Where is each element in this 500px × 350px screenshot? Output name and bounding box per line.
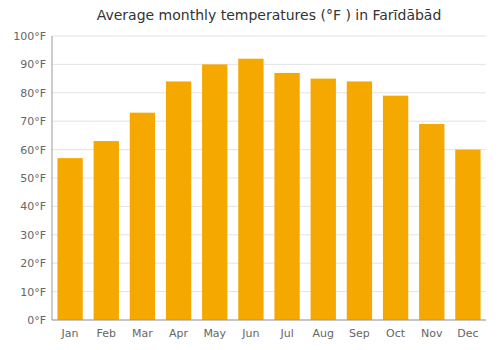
y-tick-label: 0°F (27, 314, 46, 327)
bar (94, 141, 119, 320)
grid-line (52, 64, 486, 65)
x-tick-label: Mar (132, 327, 153, 340)
x-tick-label: Jul (279, 327, 293, 340)
y-tick-label: 30°F (20, 229, 46, 242)
bar (166, 81, 191, 320)
x-tick-label: Oct (386, 327, 406, 340)
bar (130, 113, 155, 320)
x-axis: Jan Feb Mar Apr May Jun Jul Aug Sep Oct Nov Dec (52, 320, 486, 340)
y-tick-label: 40°F (20, 200, 46, 213)
chart-title: Average monthly temperatures (°F ) in Fa… (97, 7, 442, 23)
x-tick-label: Jun (241, 327, 259, 340)
grid-line (52, 92, 486, 93)
x-tick-label: Sep (349, 327, 370, 340)
bar (202, 64, 227, 320)
x-tick-label: Aug (313, 327, 334, 340)
bar (419, 124, 444, 320)
grid (52, 36, 486, 320)
x-axis-line (52, 320, 486, 321)
grid-line (52, 320, 486, 321)
y-tick-label: 60°F (20, 144, 46, 157)
x-tick-label: Nov (421, 327, 443, 340)
y-tick-label: 90°F (20, 58, 46, 71)
bar (383, 96, 408, 320)
y-tick-label: 70°F (20, 115, 46, 128)
x-tick-label: Feb (97, 327, 116, 340)
grid-line (52, 121, 486, 122)
x-tick-label: Dec (457, 327, 478, 340)
page: {"chart_data": {"type": "bar", "title": … (0, 0, 500, 350)
bar (274, 73, 299, 320)
y-tick-label: 50°F (20, 172, 46, 185)
y-axis-line (52, 36, 53, 320)
x-tick-label: Jan (61, 327, 79, 340)
y-tick-label: 100°F (13, 30, 46, 43)
bars (57, 59, 480, 320)
y-tick-label: 20°F (20, 257, 46, 270)
bar (347, 81, 372, 320)
y-tick-label: 80°F (20, 87, 46, 100)
y-tick-label: 10°F (20, 286, 46, 299)
bar (57, 158, 82, 320)
bar (238, 59, 263, 320)
chart-svg: Average monthly temperatures (°F ) in Fa… (0, 0, 500, 350)
bar (455, 150, 480, 320)
x-tick-label: May (203, 327, 226, 340)
y-axis: 0°F 10°F 20°F 30°F 40°F 50°F 60°F 70°F 80°F 90°F 1… (13, 30, 52, 327)
x-tick-label: Apr (169, 327, 189, 340)
chart-container: Average monthly temperatures (°F ) in Fa… (0, 0, 500, 350)
grid-line (52, 36, 486, 37)
bar (311, 79, 336, 320)
